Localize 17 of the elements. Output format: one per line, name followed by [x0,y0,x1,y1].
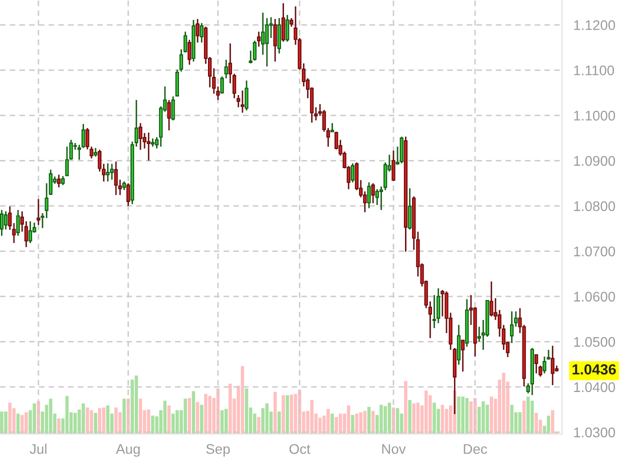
y-tick-label: 1.0900 [574,156,616,166]
y-tick-label: 1.1200 [574,20,616,30]
y-tick-label: 1.0300 [574,428,616,438]
x-tick-label: Aug [116,444,140,457]
x-tick-label: Jul [30,444,46,454]
y-tick-label: 1.1100 [574,65,614,76]
y-tick-label: 1.0600 [574,292,616,302]
y-tick-label: 1.0500 [574,337,616,347]
text: 1.0436 [572,364,616,375]
x-tick-label: Dec [464,444,488,454]
y-tick-label: 1.0700 [574,246,616,256]
y-tick-label: 1.1000 [574,110,616,121]
x-tick-label: Nov [382,444,406,454]
x-tick-label: Oct [289,444,310,454]
x-tick-label: Sep [206,444,230,457]
y-tick-label: 1.0400 [574,382,616,392]
y-tick-label: 1.0800 [574,201,616,212]
